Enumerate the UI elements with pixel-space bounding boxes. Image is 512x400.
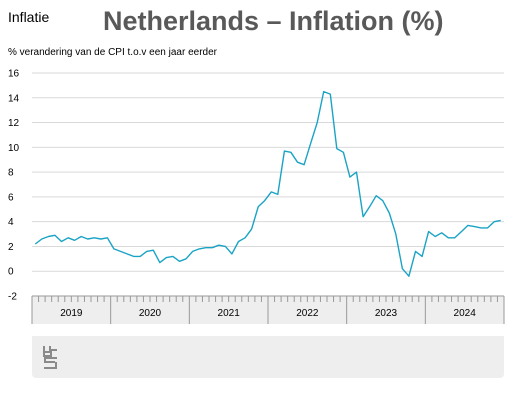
y-axis-ticks: 16 14 12 10 8 6 4 2 0 -2 xyxy=(8,69,20,303)
x-tick-label: 2019 xyxy=(60,308,83,319)
y-tick-label: 2 xyxy=(8,242,14,253)
y-tick-label: 4 xyxy=(8,217,14,228)
x-tick-label: 2021 xyxy=(218,308,241,319)
y-tick-label: 6 xyxy=(8,192,14,203)
header-label: Inflatie xyxy=(8,9,50,25)
chart-title: Netherlands – Inflation (%) xyxy=(103,6,444,36)
cbs-logo-icon xyxy=(43,346,57,369)
x-tick-label: 2023 xyxy=(375,308,398,319)
x-tick-label: 2020 xyxy=(139,308,162,319)
x-tick-label: 2024 xyxy=(454,308,477,319)
series-line xyxy=(34,90,501,277)
y-tick-label: 16 xyxy=(8,69,20,80)
footer-panel xyxy=(32,336,504,378)
x-tick-label: 2022 xyxy=(296,308,319,319)
y-tick-label: 12 xyxy=(8,118,20,129)
chart-subtitle: % verandering van de CPI t.o.v een jaar … xyxy=(8,47,218,58)
grid-lines xyxy=(32,72,504,272)
y-tick-label: 8 xyxy=(8,168,14,179)
y-tick-label: 0 xyxy=(8,267,14,278)
y-tick-label: 14 xyxy=(8,93,20,104)
inflation-series xyxy=(34,90,501,277)
y-tick-label: -2 xyxy=(8,292,17,303)
x-axis: 2019 2020 2021 2022 2023 2024 xyxy=(31,295,505,324)
y-tick-label: 10 xyxy=(8,143,20,154)
